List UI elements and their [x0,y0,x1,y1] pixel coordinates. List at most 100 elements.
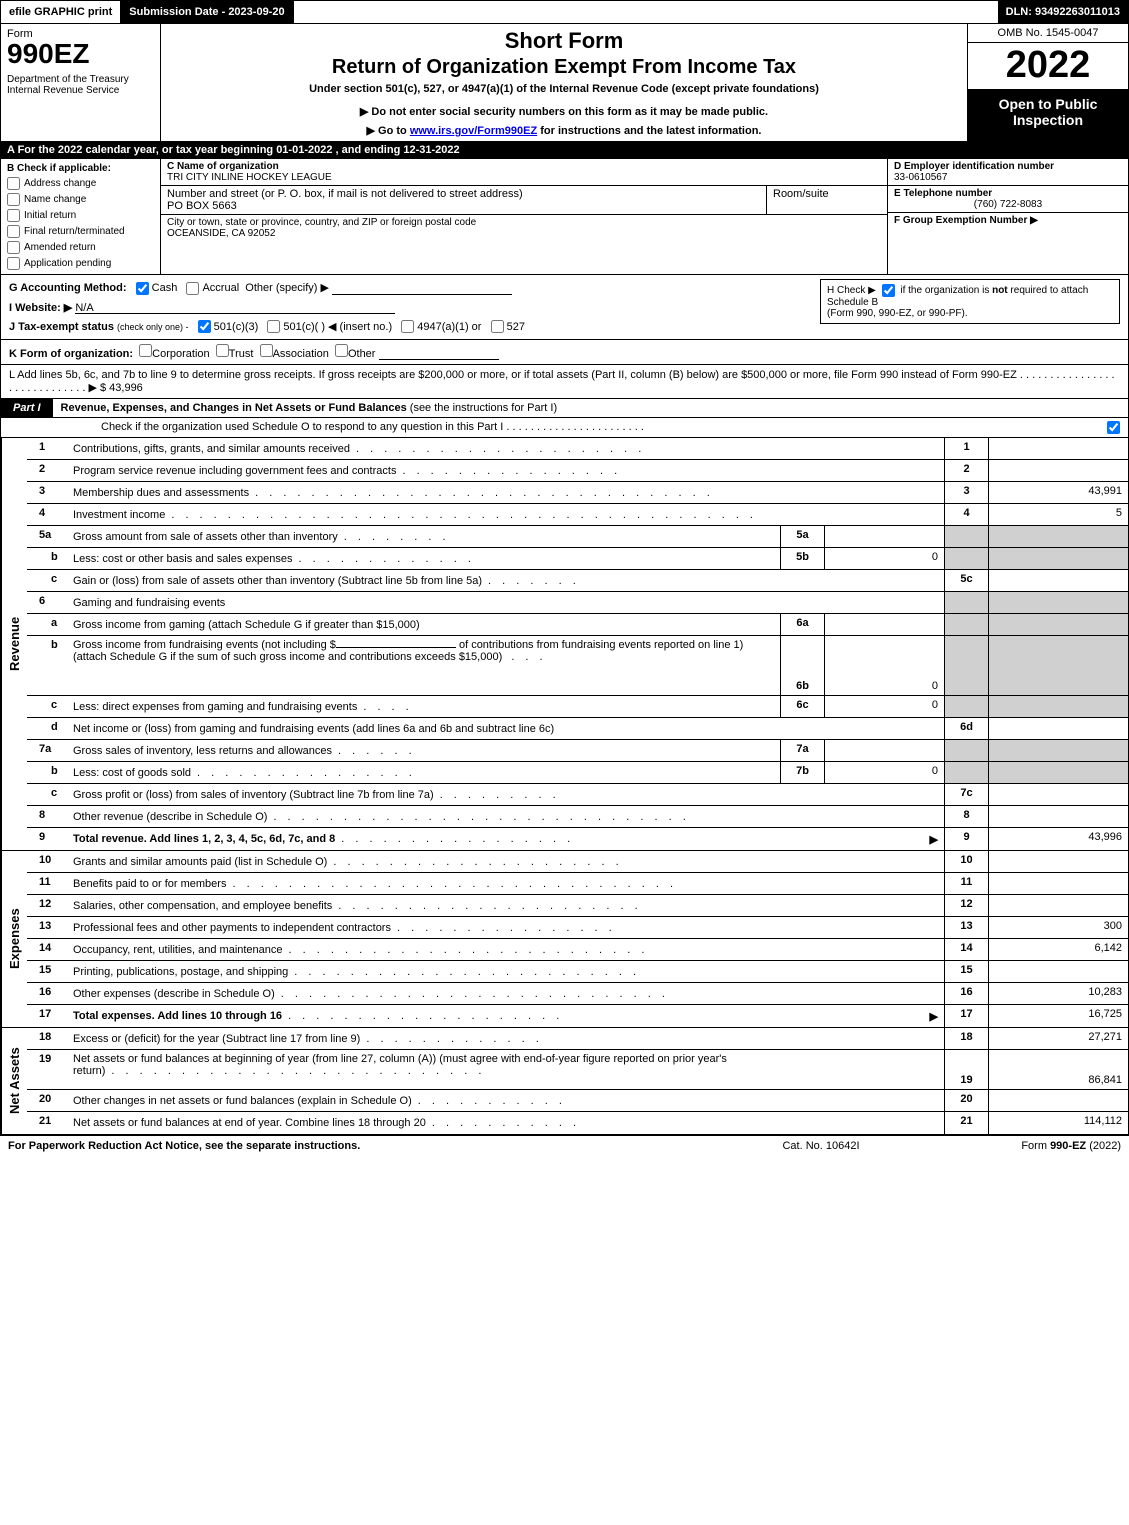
street-cell: Number and street (or P. O. box, if mail… [161,186,767,214]
checkbox-name-change[interactable]: Name change [7,193,154,206]
line-18-no: 18 [27,1028,71,1049]
city-row: City or town, state or province, country… [161,215,887,241]
checkbox-association[interactable] [260,344,273,357]
entity-info-block: B Check if applicable: Address change Na… [0,159,1129,275]
line-21-no: 21 [27,1112,71,1134]
efile-print-label[interactable]: efile GRAPHIC print [1,1,121,23]
line-7b-subval: 0 [824,762,944,783]
checkbox-501c3[interactable] [198,320,211,333]
checkbox-trust[interactable] [216,344,229,357]
k-trust: Trust [229,348,254,360]
line-1-boxno: 1 [944,438,988,459]
city-label: City or town, state or province, country… [167,217,476,228]
note2-post: for instructions and the latest informat… [540,125,761,137]
line-2-desc: Program service revenue including govern… [71,460,944,481]
line-10: 10 Grants and similar amounts paid (list… [27,851,1128,873]
line-5b-sub: 5b [780,548,824,569]
line-6b-no: b [27,636,71,695]
open-to-public: Open to Public Inspection [968,90,1128,141]
checkbox-schedule-b-not-required[interactable] [882,284,895,297]
line-7a-boxval-shade [988,740,1128,761]
form-subtitle: Under section 501(c), 527, or 4947(a)(1)… [169,83,959,95]
line-8-value [988,806,1128,827]
line-6-no: 6 [27,592,71,613]
netassets-vlabel: Net Assets [1,1028,27,1134]
line-8-no: 8 [27,806,71,827]
checkbox-amended-return[interactable]: Amended return [7,241,154,254]
line-5b-boxno-shade [944,548,988,569]
line-12: 12 Salaries, other compensation, and emp… [27,895,1128,917]
line-5a: 5a Gross amount from sale of assets othe… [27,526,1128,548]
line-17-value: 16,725 [988,1005,1128,1027]
line-14-no: 14 [27,939,71,960]
line-2-boxno: 2 [944,460,988,481]
department-label: Department of the Treasury Internal Reve… [7,74,154,96]
line-14: 14 Occupancy, rent, utilities, and maint… [27,939,1128,961]
checkbox-accrual[interactable] [186,282,199,295]
checkbox-other-org[interactable] [335,344,348,357]
line-7a: 7a Gross sales of inventory, less return… [27,740,1128,762]
website-value: N/A [75,302,93,314]
checkbox-501c[interactable] [267,320,280,333]
line-6d: d Net income or (loss) from gaming and f… [27,718,1128,740]
h-not: not [992,285,1008,296]
line-7c-value [988,784,1128,805]
j-o4: 527 [507,321,525,333]
line-4-no: 4 [27,504,71,525]
line-11-no: 11 [27,873,71,894]
line-12-value [988,895,1128,916]
irs-link[interactable]: www.irs.gov/Form990EZ [410,125,537,137]
line-20-no: 20 [27,1090,71,1111]
street-row: Number and street (or P. O. box, if mail… [161,186,887,215]
checkbox-final-return[interactable]: Final return/terminated [7,225,154,238]
line-12-desc: Salaries, other compensation, and employ… [71,895,944,916]
k-other-blank[interactable] [379,348,499,360]
checkbox-application-pending[interactable]: Application pending [7,257,154,270]
ein-value: 33-0610567 [894,172,947,183]
form-number: 990EZ [7,40,154,68]
part-1-schedule-o-checkbox-cell [1098,418,1128,437]
checkbox-initial-return[interactable]: Initial return [7,209,154,222]
header-right: OMB No. 1545-0047 2022 Open to Public In… [968,24,1128,141]
l-value: 43,996 [109,382,143,394]
room-label: Room/suite [773,188,829,200]
line-20-desc: Other changes in net assets or fund bala… [71,1090,944,1111]
checkbox-corporation[interactable] [139,344,152,357]
line-10-boxno: 10 [944,851,988,872]
line-5b-subval: 0 [824,548,944,569]
line-6b-boxno-shade [944,636,988,695]
line-5c-no: c [27,570,71,591]
line-10-no: 10 [27,851,71,872]
line-17-boxno: 17 [944,1005,988,1027]
line-17-desc: Total expenses. Add lines 10 through 16.… [71,1005,944,1027]
section-a-taxyear: A For the 2022 calendar year, or tax yea… [0,142,1129,159]
checkbox-cash[interactable] [136,282,149,295]
checkbox-schedule-o-part1[interactable] [1107,421,1120,434]
line-7a-no: 7a [27,740,71,761]
g-other-blank[interactable] [332,283,512,295]
checkbox-address-change[interactable]: Address change [7,177,154,190]
line-3-value: 43,991 [988,482,1128,503]
line-19: 19 Net assets or fund balances at beginn… [27,1050,1128,1090]
i-label: I Website: ▶ [9,302,72,314]
revenue-table: 1 Contributions, gifts, grants, and simi… [27,438,1128,850]
line-6b-subval: 0 [824,636,944,695]
line-16-boxno: 16 [944,983,988,1004]
h-mid: if the organization is [900,285,992,296]
checkbox-4947a1[interactable] [401,320,414,333]
section-b-header: B Check if applicable: [7,163,154,174]
footer-catno: Cat. No. 10642I [721,1140,921,1152]
line-1-no: 1 [27,438,71,459]
form-header: Form 990EZ Department of the Treasury In… [0,24,1129,142]
line-8: 8 Other revenue (describe in Schedule O)… [27,806,1128,828]
line-5a-boxval-shade [988,526,1128,547]
ssn-warning: ▶ Do not enter social security numbers o… [169,105,959,118]
org-name-value: TRI CITY INLINE HOCKEY LEAGUE [167,172,332,183]
line-8-desc: Other revenue (describe in Schedule O). … [71,806,944,827]
part-1-title-bold: Revenue, Expenses, and Changes in Net As… [61,402,410,414]
line-6-boxval-shade [988,592,1128,613]
line-18-desc: Excess or (deficit) for the year (Subtra… [71,1028,944,1049]
line-1: 1 Contributions, gifts, grants, and simi… [27,438,1128,460]
checkbox-527[interactable] [491,320,504,333]
line-18-value: 27,271 [988,1028,1128,1049]
